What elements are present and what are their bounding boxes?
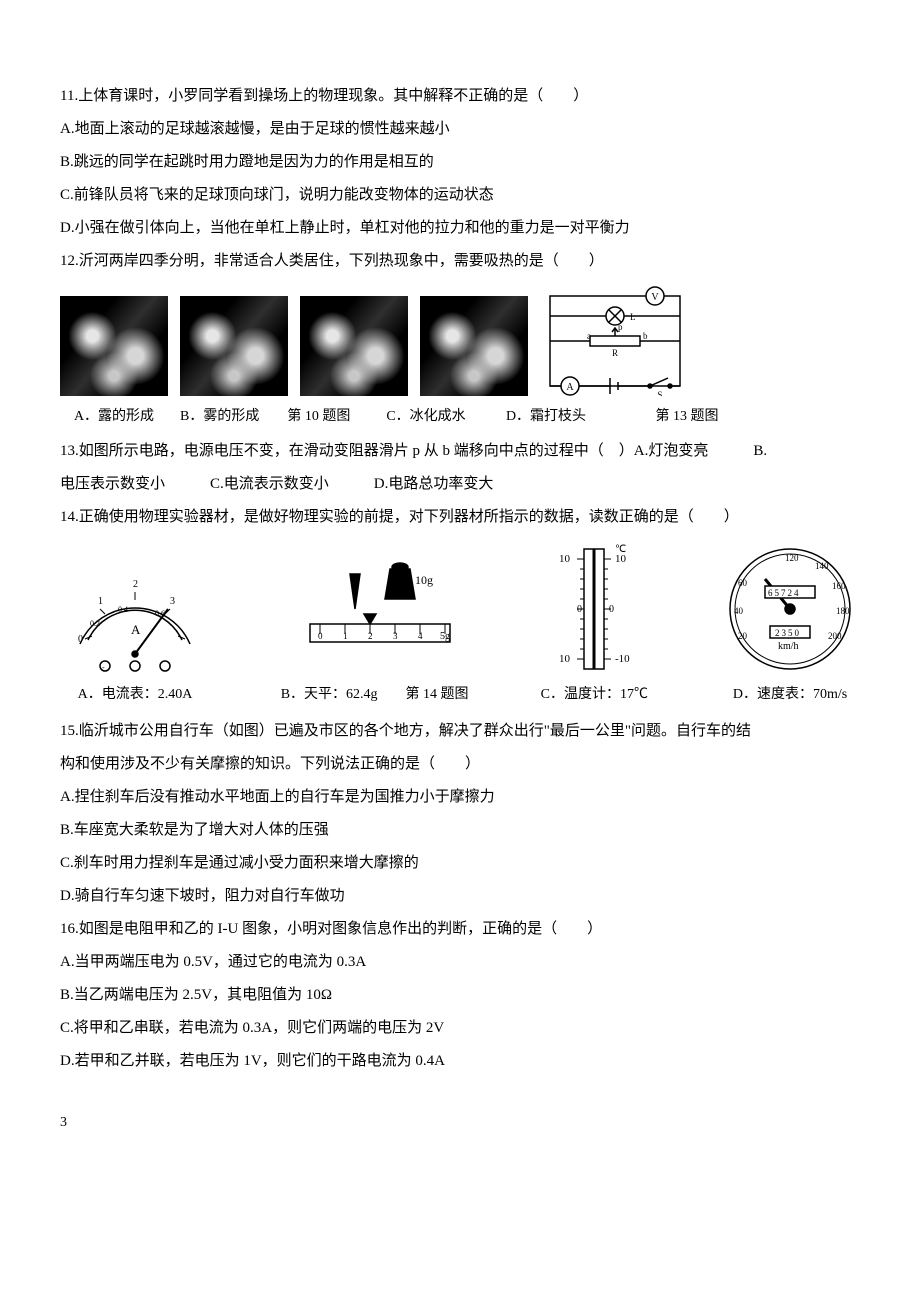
q15-stem-line2: 构和使用涉及不少有关摩擦的知识。下列说法正确的是（ ） — [60, 748, 860, 781]
svg-text:3: 3 — [162, 673, 166, 674]
q11-stem: 11.上体育课时，小罗同学看到操场上的物理现象。其中解释不正确的是（ ） — [60, 80, 860, 113]
svg-text:℃: ℃ — [615, 544, 626, 555]
q12-caption-b: B．雾的形成 第 10 题图 — [180, 402, 360, 433]
q13-figure-caption: 第 13 题图 — [612, 402, 762, 433]
q12-figure-row: V L a b R — [60, 286, 860, 396]
q15-option-b: B.车座宽大柔软是为了增大对人体的压强 — [60, 814, 860, 847]
svg-text:1: 1 — [98, 596, 103, 607]
svg-text:0.6: 0.6 — [155, 609, 165, 618]
svg-text:R: R — [612, 348, 618, 358]
page-number: 3 — [60, 1108, 860, 1139]
q12-image-a — [60, 296, 168, 396]
q13-options-line2: 电压表示数变小 C.电流表示数变小 D.电路总功率变大 — [60, 468, 860, 501]
svg-text:a: a — [587, 331, 591, 341]
q16-option-c: C.将甲和乙串联，若电流为 0.3A，则它们两端的电压为 2V — [60, 1012, 860, 1045]
q16-option-a: A.当甲两端压电为 0.5V，通过它的电流为 0.3A — [60, 946, 860, 979]
svg-text:1: 1 — [343, 631, 348, 641]
svg-text:60: 60 — [738, 578, 748, 588]
q12-stem: 12.沂河两岸四季分明，非常适合人类居住，下列热现象中，需要吸热的是（ ） — [60, 245, 860, 278]
q12-caption-row: A．露的形成 B．雾的形成 第 10 题图 C．冰化成水 D．霜打枝头 第 13… — [60, 398, 860, 433]
svg-text:V: V — [651, 292, 659, 303]
q14-thermometer-box: 10 10 10 -10 ℃ 0 0 C．温度计：17℃ — [539, 544, 649, 711]
q12-caption-d: D．霜打枝头 — [492, 402, 600, 433]
svg-text:40: 40 — [734, 606, 744, 616]
q11-option-d: D.小强在做引体向上，当他在单杠上静止时，单杠对他的拉力和他的重力是一对平衡力 — [60, 212, 860, 245]
q14-figure-row: 0 1 2 3 0.2 0.4 0.6 A - 0.6 3 A．电流表：2.40… — [60, 544, 860, 711]
svg-text:0: 0 — [609, 604, 614, 615]
svg-text:5g: 5g — [440, 631, 450, 642]
q12-image-b-box — [180, 296, 288, 396]
q15-option-d: D.骑自行车匀速下坡时，阻力对自行车做功 — [60, 880, 860, 913]
svg-text:S: S — [657, 390, 662, 396]
q15-option-c: C.刹车时用力捏刹车是通过减小受力面积来增大摩擦的 — [60, 847, 860, 880]
svg-text:-: - — [102, 663, 105, 672]
q14-caption-a: A．电流表：2.40A — [78, 680, 193, 711]
svg-text:b: b — [643, 331, 648, 341]
q12-image-c-box — [300, 296, 408, 396]
svg-text:0: 0 — [318, 631, 323, 641]
svg-text:0.2: 0.2 — [90, 619, 100, 628]
svg-text:0.6: 0.6 — [128, 673, 138, 674]
q14-speedometer-box: 65724 2350 km/h 20 40 60 120 140 160 180… — [720, 544, 860, 711]
balance-icon: 10g 5g 0 1 2 3 4 — [290, 554, 460, 674]
svg-text:km/h: km/h — [778, 641, 799, 652]
q11-option-b: B.跳远的同学在起跳时用力蹬地是因为力的作用是相互的 — [60, 146, 860, 179]
q14-stem: 14.正确使用物理实验器材，是做好物理实验的前提，对下列器材所指示的数据，读数正… — [60, 501, 860, 534]
svg-text:4: 4 — [418, 631, 423, 641]
q14-balance-box: 10g 5g 0 1 2 3 4 B．天平：62.4g 第 14 题图 — [281, 554, 469, 711]
svg-text:-10: -10 — [615, 653, 630, 665]
q11-option-a: A.地面上滚动的足球越滚越慢，是由于足球的惯性越来越小 — [60, 113, 860, 146]
q14-caption-d: D．速度表：70m/s — [733, 680, 847, 711]
svg-text:140: 140 — [815, 561, 829, 571]
q13-circuit-diagram: V L a b R — [540, 286, 690, 396]
svg-text:180: 180 — [836, 606, 850, 616]
svg-text:p: p — [618, 322, 623, 332]
q16-stem: 16.如图是电阻甲和乙的 I-U 图象，小明对图象信息作出的判断，正确的是（ ） — [60, 913, 860, 946]
svg-text:10: 10 — [559, 653, 571, 665]
thermometer-icon: 10 10 10 -10 ℃ 0 0 — [539, 544, 649, 674]
q13-stem: 13.如图所示电路，电源电压不变，在滑动变阻器滑片 p 从 b 端移向中点的过程… — [60, 435, 860, 468]
svg-text:2350: 2350 — [775, 628, 801, 638]
q12-image-d — [420, 296, 528, 396]
svg-text:10g: 10g — [415, 573, 433, 587]
svg-text:200: 200 — [828, 631, 842, 641]
speedometer-icon: 65724 2350 km/h 20 40 60 120 140 160 180… — [720, 544, 860, 674]
q14-caption-c: C．温度计：17℃ — [541, 680, 648, 711]
ammeter-icon: 0 1 2 3 0.2 0.4 0.6 A - 0.6 3 — [60, 554, 210, 674]
ammeter-label: A — [131, 622, 141, 637]
svg-text:10: 10 — [559, 553, 571, 565]
q16-option-d: D.若甲和乙并联，若电压为 1V，则它们的干路电流为 0.4A — [60, 1045, 860, 1078]
svg-text:3: 3 — [170, 596, 175, 607]
svg-text:65724: 65724 — [768, 588, 801, 598]
svg-text:0.4: 0.4 — [118, 605, 128, 614]
q12-image-a-box — [60, 296, 168, 396]
svg-text:2: 2 — [133, 579, 138, 590]
svg-text:20: 20 — [738, 631, 748, 641]
svg-text:A: A — [566, 382, 574, 393]
svg-text:0: 0 — [78, 634, 83, 645]
q12-image-b — [180, 296, 288, 396]
q12-caption-a: A．露的形成 — [60, 402, 168, 433]
svg-text:120: 120 — [785, 553, 799, 563]
q15-option-a: A.捏住刹车后没有推动水平地面上的自行车是为国推力小于摩擦力 — [60, 781, 860, 814]
q12-image-d-box — [420, 296, 528, 396]
q14-caption-b: B．天平：62.4g 第 14 题图 — [281, 680, 469, 711]
q14-ammeter-box: 0 1 2 3 0.2 0.4 0.6 A - 0.6 3 A．电流表：2.40… — [60, 554, 210, 711]
q13-circuit-box: V L a b R — [540, 286, 690, 396]
svg-text:L: L — [630, 312, 636, 322]
svg-text:3: 3 — [393, 631, 398, 641]
q11-option-c: C.前锋队员将飞来的足球顶向球门，说明力能改变物体的运动状态 — [60, 179, 860, 212]
svg-text:0: 0 — [577, 604, 582, 615]
svg-text:160: 160 — [832, 581, 846, 591]
svg-text:2: 2 — [368, 631, 373, 641]
q16-option-b: B.当乙两端电压为 2.5V，其电阻值为 10Ω — [60, 979, 860, 1012]
q12-caption-c: C．冰化成水 — [372, 402, 480, 433]
q15-stem-line1: 15.临沂城市公用自行车（如图）已遍及市区的各个地方，解决了群众出行"最后一公里… — [60, 715, 860, 748]
q12-image-c — [300, 296, 408, 396]
